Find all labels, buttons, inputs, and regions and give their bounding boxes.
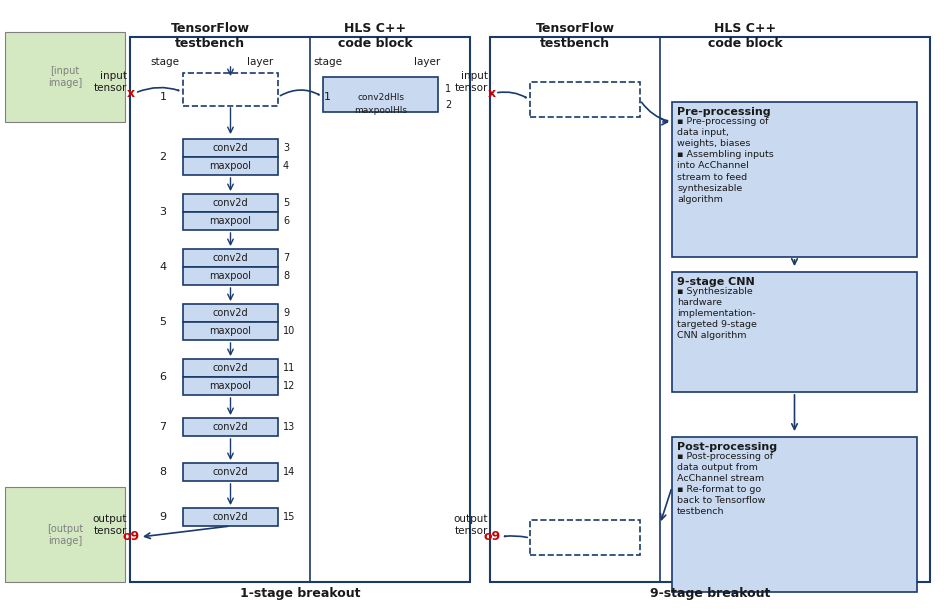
Text: output
tensor: output tensor	[453, 514, 488, 536]
Text: 4: 4	[160, 262, 166, 272]
Text: 10: 10	[283, 326, 295, 336]
Text: 4: 4	[283, 161, 289, 171]
Text: 8: 8	[160, 467, 166, 477]
Text: HLS C++
code block: HLS C++ code block	[337, 22, 412, 50]
FancyBboxPatch shape	[183, 212, 278, 230]
Text: maxpoolHls: maxpoolHls	[354, 105, 407, 114]
FancyBboxPatch shape	[5, 487, 125, 582]
Text: o9: o9	[484, 531, 501, 543]
FancyBboxPatch shape	[672, 102, 917, 257]
FancyBboxPatch shape	[183, 267, 278, 285]
Text: ▪ Post-processing of
data output from
AcChannel stream
▪ Re-format to go
back to: ▪ Post-processing of data output from Ac…	[677, 452, 773, 517]
Text: 6: 6	[283, 216, 289, 226]
Text: conv2d: conv2d	[213, 143, 248, 153]
Text: 11: 11	[283, 363, 295, 373]
Text: conv2dHls: conv2dHls	[357, 92, 404, 102]
Text: 1: 1	[324, 92, 331, 102]
Text: layer: layer	[414, 57, 440, 67]
Text: TensorFlow
testbench: TensorFlow testbench	[170, 22, 250, 50]
Text: maxpool: maxpool	[210, 216, 252, 226]
FancyBboxPatch shape	[183, 139, 278, 157]
Text: 8: 8	[283, 271, 289, 281]
Text: 5: 5	[160, 317, 166, 327]
FancyBboxPatch shape	[183, 418, 278, 436]
Text: ▪ Synthesizable
hardware
implementation-
targeted 9-stage
CNN algorithm: ▪ Synthesizable hardware implementation-…	[677, 287, 757, 340]
FancyBboxPatch shape	[183, 304, 278, 322]
Text: conv2d: conv2d	[213, 198, 248, 208]
Text: 2: 2	[445, 100, 451, 110]
Text: maxpool: maxpool	[210, 271, 252, 281]
Text: output
tensor: output tensor	[92, 514, 127, 536]
FancyArrowPatch shape	[504, 536, 527, 537]
Text: 15: 15	[283, 512, 295, 522]
FancyBboxPatch shape	[672, 272, 917, 392]
Text: o9: o9	[123, 531, 140, 543]
FancyBboxPatch shape	[183, 359, 278, 377]
FancyBboxPatch shape	[183, 157, 278, 175]
FancyBboxPatch shape	[183, 322, 278, 340]
Text: 1: 1	[445, 84, 451, 94]
Text: 1: 1	[160, 92, 166, 102]
Text: x: x	[127, 86, 135, 100]
Text: 7: 7	[283, 253, 289, 263]
Text: 7: 7	[160, 422, 166, 432]
FancyArrowPatch shape	[641, 102, 668, 121]
Text: conv2d: conv2d	[213, 422, 248, 432]
FancyArrowPatch shape	[280, 90, 319, 95]
FancyBboxPatch shape	[183, 508, 278, 526]
Text: [output
image]: [output image]	[47, 524, 84, 546]
Text: layer: layer	[247, 57, 274, 67]
Text: 9-stage CNN: 9-stage CNN	[677, 277, 754, 287]
Text: 13: 13	[283, 422, 295, 432]
Text: input
tensor: input tensor	[94, 71, 127, 93]
Text: 5: 5	[283, 198, 289, 208]
Text: input
tensor: input tensor	[455, 71, 488, 93]
FancyBboxPatch shape	[183, 249, 278, 267]
Text: Post-processing: Post-processing	[677, 442, 777, 452]
Text: stage: stage	[150, 57, 180, 67]
FancyBboxPatch shape	[5, 32, 125, 122]
Text: 9: 9	[160, 512, 166, 522]
FancyBboxPatch shape	[183, 463, 278, 481]
Text: 9-stage breakout: 9-stage breakout	[650, 588, 770, 600]
FancyArrowPatch shape	[138, 88, 179, 92]
Text: stage: stage	[314, 57, 343, 67]
Text: conv2d: conv2d	[213, 467, 248, 477]
FancyBboxPatch shape	[183, 377, 278, 395]
Text: 3: 3	[160, 207, 166, 217]
FancyBboxPatch shape	[672, 437, 917, 592]
Text: conv2d: conv2d	[213, 512, 248, 522]
FancyArrowPatch shape	[498, 92, 526, 97]
Text: ▪ Pre-processing of
data input,
weights, biases
▪ Assembling inputs
into AcChann: ▪ Pre-processing of data input, weights,…	[677, 117, 773, 204]
Text: 3: 3	[283, 143, 289, 153]
Text: 6: 6	[160, 372, 166, 382]
Text: 1-stage breakout: 1-stage breakout	[239, 588, 360, 600]
Text: conv2d: conv2d	[213, 253, 248, 263]
Text: 14: 14	[283, 467, 295, 477]
FancyBboxPatch shape	[183, 194, 278, 212]
Text: 2: 2	[160, 152, 166, 162]
Text: maxpool: maxpool	[210, 161, 252, 171]
Text: maxpool: maxpool	[210, 326, 252, 336]
Text: HLS C++
code block: HLS C++ code block	[708, 22, 783, 50]
Text: Pre-processing: Pre-processing	[677, 107, 770, 117]
Text: 12: 12	[283, 381, 295, 391]
Text: conv2d: conv2d	[213, 308, 248, 318]
Text: 9: 9	[283, 308, 289, 318]
Text: conv2d: conv2d	[213, 363, 248, 373]
Text: [input
image]: [input image]	[48, 66, 82, 88]
Text: TensorFlow
testbench: TensorFlow testbench	[536, 22, 615, 50]
Text: x: x	[488, 86, 496, 100]
Text: maxpool: maxpool	[210, 381, 252, 391]
FancyBboxPatch shape	[323, 77, 438, 112]
